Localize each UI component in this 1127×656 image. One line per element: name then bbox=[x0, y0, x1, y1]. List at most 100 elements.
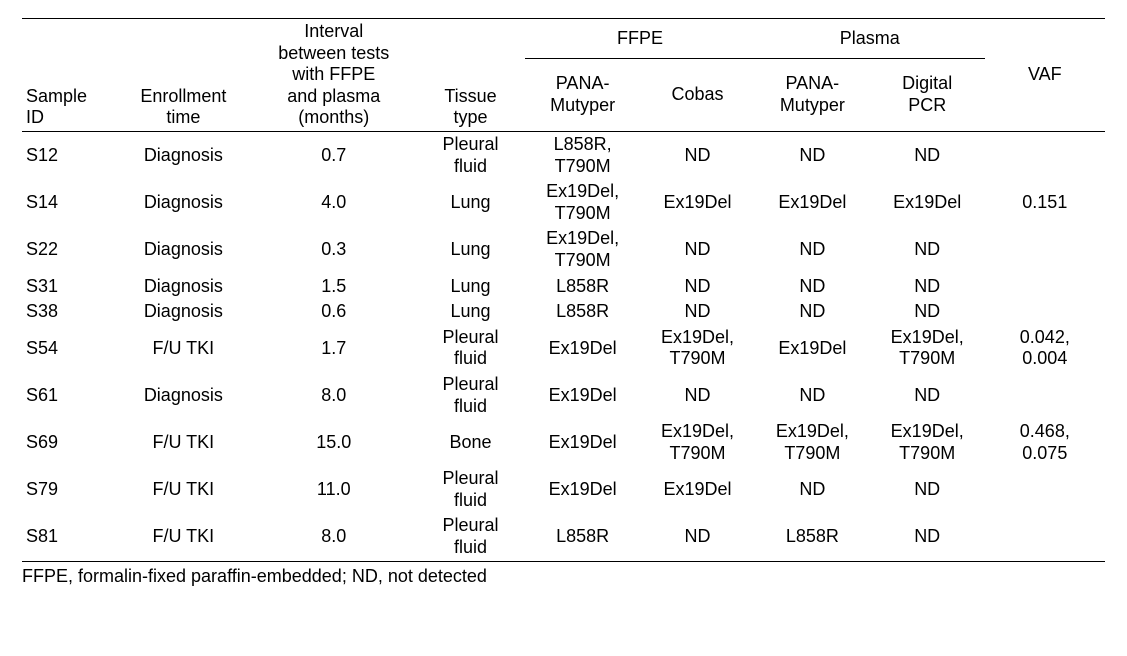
cell-vaf: 0.151 bbox=[985, 179, 1105, 226]
cell-plasma-pana: ND bbox=[755, 372, 870, 419]
cell-vaf bbox=[985, 226, 1105, 273]
table-footnote: FFPE, formalin-fixed paraffin-embedded; … bbox=[22, 562, 1105, 587]
cell-plasma-dpcr: ND bbox=[870, 299, 985, 325]
cell-ffpe-pana: L858R bbox=[525, 513, 640, 561]
cell-ffpe-cobas: ND bbox=[640, 513, 755, 561]
table-row: S69F/U TKI15.0BoneEx19DelEx19Del, T790ME… bbox=[22, 419, 1105, 466]
cell-ffpe-cobas: Ex19Del bbox=[640, 179, 755, 226]
col-group-plasma: Plasma bbox=[755, 19, 985, 59]
cell-ffpe-cobas: ND bbox=[640, 131, 755, 179]
col-enrollment-time: Enrollment time bbox=[115, 19, 252, 132]
cell-ffpe-cobas: ND bbox=[640, 274, 755, 300]
col-plasma-pana: PANA- Mutyper bbox=[755, 59, 870, 132]
table-row: S61Diagnosis8.0Pleural fluidEx19DelNDNDN… bbox=[22, 372, 1105, 419]
cell-sample-id: S69 bbox=[22, 419, 115, 466]
cell-vaf bbox=[985, 299, 1105, 325]
col-interval: Interval between tests with FFPE and pla… bbox=[252, 19, 416, 132]
table-row: S14Diagnosis4.0LungEx19Del, T790MEx19Del… bbox=[22, 179, 1105, 226]
cell-interval: 1.7 bbox=[252, 325, 416, 372]
cell-tissue-type: Pleural fluid bbox=[416, 513, 525, 561]
cell-ffpe-pana: Ex19Del bbox=[525, 419, 640, 466]
cell-tissue-type: Lung bbox=[416, 226, 525, 273]
cell-enrollment-time: Diagnosis bbox=[115, 131, 252, 179]
cell-ffpe-pana: Ex19Del, T790M bbox=[525, 226, 640, 273]
cell-ffpe-cobas: ND bbox=[640, 372, 755, 419]
cell-vaf bbox=[985, 372, 1105, 419]
cell-plasma-pana: Ex19Del, T790M bbox=[755, 419, 870, 466]
col-ffpe-pana: PANA- Mutyper bbox=[525, 59, 640, 132]
cell-vaf bbox=[985, 131, 1105, 179]
cell-plasma-dpcr: ND bbox=[870, 274, 985, 300]
cell-plasma-pana: Ex19Del bbox=[755, 325, 870, 372]
table-body: S12Diagnosis0.7Pleural fluidL858R, T790M… bbox=[22, 131, 1105, 561]
cell-vaf: 0.468, 0.075 bbox=[985, 419, 1105, 466]
col-tissue-type: Tissue type bbox=[416, 19, 525, 132]
cell-plasma-pana: ND bbox=[755, 226, 870, 273]
cell-ffpe-cobas: Ex19Del, T790M bbox=[640, 325, 755, 372]
cell-interval: 1.5 bbox=[252, 274, 416, 300]
cell-plasma-dpcr: ND bbox=[870, 513, 985, 561]
cell-sample-id: S14 bbox=[22, 179, 115, 226]
cell-vaf bbox=[985, 274, 1105, 300]
cell-enrollment-time: F/U TKI bbox=[115, 466, 252, 513]
col-ffpe-cobas: Cobas bbox=[640, 59, 755, 132]
cell-interval: 4.0 bbox=[252, 179, 416, 226]
table-row: S81F/U TKI8.0Pleural fluidL858RNDL858RND bbox=[22, 513, 1105, 561]
cell-tissue-type: Lung bbox=[416, 179, 525, 226]
cell-plasma-pana: ND bbox=[755, 131, 870, 179]
cell-ffpe-cobas: ND bbox=[640, 226, 755, 273]
cell-sample-id: S38 bbox=[22, 299, 115, 325]
cell-tissue-type: Pleural fluid bbox=[416, 372, 525, 419]
cell-enrollment-time: Diagnosis bbox=[115, 226, 252, 273]
cell-plasma-pana: L858R bbox=[755, 513, 870, 561]
cell-interval: 0.7 bbox=[252, 131, 416, 179]
cell-enrollment-time: Diagnosis bbox=[115, 274, 252, 300]
cell-enrollment-time: Diagnosis bbox=[115, 372, 252, 419]
col-plasma-dpcr: Digital PCR bbox=[870, 59, 985, 132]
cell-sample-id: S22 bbox=[22, 226, 115, 273]
cell-ffpe-pana: Ex19Del bbox=[525, 325, 640, 372]
data-table: Sample ID Enrollment time Interval betwe… bbox=[22, 18, 1105, 562]
cell-tissue-type: Pleural fluid bbox=[416, 131, 525, 179]
col-vaf: VAF bbox=[985, 19, 1105, 132]
cell-plasma-dpcr: Ex19Del, T790M bbox=[870, 325, 985, 372]
cell-vaf bbox=[985, 466, 1105, 513]
cell-plasma-pana: ND bbox=[755, 466, 870, 513]
cell-interval: 8.0 bbox=[252, 513, 416, 561]
table-row: S79F/U TKI11.0Pleural fluidEx19DelEx19De… bbox=[22, 466, 1105, 513]
cell-vaf bbox=[985, 513, 1105, 561]
cell-enrollment-time: Diagnosis bbox=[115, 179, 252, 226]
cell-tissue-type: Pleural fluid bbox=[416, 325, 525, 372]
cell-ffpe-pana: Ex19Del bbox=[525, 372, 640, 419]
cell-sample-id: S81 bbox=[22, 513, 115, 561]
cell-plasma-dpcr: ND bbox=[870, 466, 985, 513]
cell-interval: 8.0 bbox=[252, 372, 416, 419]
cell-ffpe-pana: L858R bbox=[525, 274, 640, 300]
cell-ffpe-pana: L858R bbox=[525, 299, 640, 325]
cell-tissue-type: Bone bbox=[416, 419, 525, 466]
cell-tissue-type: Lung bbox=[416, 274, 525, 300]
cell-plasma-dpcr: ND bbox=[870, 372, 985, 419]
cell-sample-id: S61 bbox=[22, 372, 115, 419]
cell-tissue-type: Lung bbox=[416, 299, 525, 325]
cell-plasma-dpcr: Ex19Del, T790M bbox=[870, 419, 985, 466]
cell-ffpe-cobas: ND bbox=[640, 299, 755, 325]
cell-ffpe-cobas: Ex19Del, T790M bbox=[640, 419, 755, 466]
cell-enrollment-time: F/U TKI bbox=[115, 325, 252, 372]
cell-tissue-type: Pleural fluid bbox=[416, 466, 525, 513]
cell-plasma-pana: ND bbox=[755, 274, 870, 300]
col-sample-id: Sample ID bbox=[22, 19, 115, 132]
cell-ffpe-cobas: Ex19Del bbox=[640, 466, 755, 513]
table-row: S54F/U TKI1.7Pleural fluidEx19DelEx19Del… bbox=[22, 325, 1105, 372]
cell-interval: 0.6 bbox=[252, 299, 416, 325]
cell-interval: 11.0 bbox=[252, 466, 416, 513]
cell-interval: 15.0 bbox=[252, 419, 416, 466]
cell-sample-id: S79 bbox=[22, 466, 115, 513]
cell-enrollment-time: F/U TKI bbox=[115, 513, 252, 561]
table-row: S31Diagnosis1.5LungL858RNDNDND bbox=[22, 274, 1105, 300]
cell-enrollment-time: F/U TKI bbox=[115, 419, 252, 466]
cell-plasma-pana: Ex19Del bbox=[755, 179, 870, 226]
table-row: S22Diagnosis0.3LungEx19Del, T790MNDNDND bbox=[22, 226, 1105, 273]
table-row: S12Diagnosis0.7Pleural fluidL858R, T790M… bbox=[22, 131, 1105, 179]
cell-ffpe-pana: L858R, T790M bbox=[525, 131, 640, 179]
